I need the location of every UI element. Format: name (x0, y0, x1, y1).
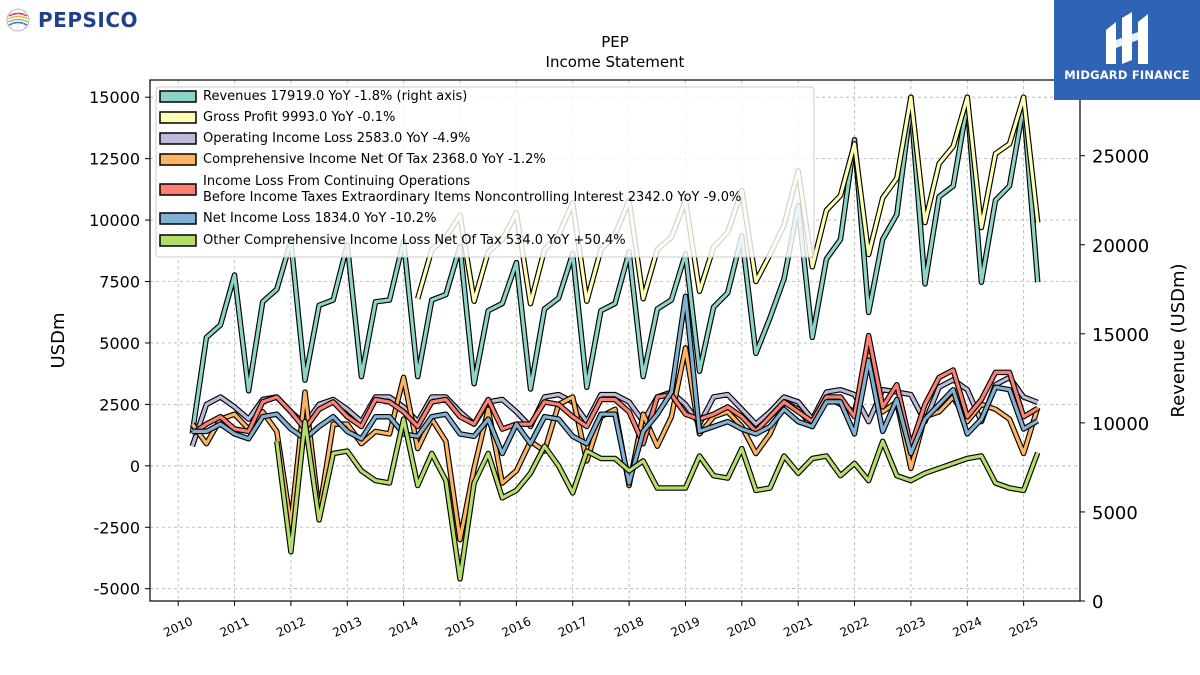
pepsico-wordmark: PEPSICO (38, 8, 139, 32)
pepsi-globe-icon (6, 8, 30, 32)
y-right-tick-label: 20000 (1092, 236, 1149, 257)
legend: Revenues 17919.0 YoY -1.8% (right axis) G… (155, 86, 815, 258)
x-tick-label: 2010 (161, 614, 195, 640)
x-tick-label: 2019 (669, 614, 703, 640)
y-tick-label: 15000 (89, 88, 140, 107)
y-axis-right-label: Revenue (USDm) (1168, 263, 1189, 417)
midgard-logo-icon (1106, 12, 1148, 64)
legend-label-5: Net Income Loss 1834.0 YoY -10.2% (203, 211, 436, 226)
chart-title: PEP (601, 33, 629, 51)
legend-label-4: Before Income Taxes Extraordinary Items … (203, 190, 741, 205)
x-tick-label: 2025 (1007, 614, 1041, 640)
legend-swatch-4 (159, 183, 197, 196)
series-line-5 (192, 294, 1039, 485)
midgard-finance-logo: MIDGARD FINANCE (1054, 0, 1200, 100)
legend-label-2: Operating Income Loss 2583.0 YoY -4.9% (203, 131, 470, 146)
x-tick-label: 2020 (725, 614, 759, 640)
x-tick-label: 2023 (894, 614, 928, 640)
legend-swatch-3 (159, 153, 197, 166)
y-right-tick-label: 10000 (1092, 414, 1149, 435)
y-right-tick-label: 15000 (1092, 325, 1149, 346)
legend-swatch-5 (159, 212, 197, 225)
y-tick-label: 5000 (99, 334, 140, 353)
series-line-6 (275, 417, 1040, 581)
legend-box (155, 86, 815, 258)
x-tick-label: 2011 (218, 614, 252, 640)
y-tick-label: 7500 (99, 273, 140, 292)
y-tick-label: -2500 (94, 518, 141, 537)
y-axis-label: USDm (48, 313, 69, 369)
axes (149, 79, 1081, 602)
y-right-tick-label: 5000 (1092, 503, 1138, 524)
x-tick-label: 2022 (838, 614, 872, 640)
legend-label-1: Gross Profit 9993.0 YoY -0.1% (203, 110, 395, 125)
x-tick-label: 2024 (950, 614, 984, 640)
series-line-0 (190, 102, 1040, 434)
y-right-tick-label: 25000 (1092, 147, 1149, 168)
pepsico-logo: PEPSICO (6, 8, 138, 32)
midgard-wordmark: MIDGARD FINANCE (1064, 68, 1190, 82)
x-tick-label: 2017 (556, 614, 590, 640)
y-tick-label: 10000 (89, 211, 140, 230)
legend-swatch-6 (159, 234, 197, 247)
x-tick-label: 2018 (612, 614, 646, 640)
plot-frame (149, 79, 1081, 602)
y-tick-label: 0 (130, 457, 140, 476)
legend-swatch-2 (159, 132, 197, 145)
y-tick-label: -5000 (94, 580, 141, 599)
legend-swatch-0 (159, 90, 197, 103)
series-line-4 (191, 334, 1039, 448)
x-tick-label: 2012 (274, 614, 308, 640)
x-tick-label: 2014 (387, 614, 421, 640)
x-tick-label: 2015 (443, 614, 477, 640)
legend-label-0: Revenues 17919.0 YoY -1.8% (right axis) (203, 89, 467, 104)
x-tick-label: 2021 (781, 614, 815, 640)
x-tick-label: 2013 (330, 614, 364, 640)
chart-subtitle: Income Statement (546, 53, 685, 71)
legend-label-4: Income Loss From Continuing Operations (203, 174, 470, 189)
series-lines (189, 94, 1041, 582)
y-tick-label: 2500 (99, 395, 140, 414)
legend-label-6: Other Comprehensive Income Loss Net Of T… (203, 233, 626, 248)
legend-label-3: Comprehensive Income Net Of Tax 2368.0 Y… (203, 152, 546, 167)
legend-swatch-1 (159, 111, 197, 124)
y-tick-label: 12500 (89, 150, 140, 169)
y-right-tick-label: 0 (1092, 592, 1103, 613)
x-tick-label: 2016 (500, 614, 534, 640)
